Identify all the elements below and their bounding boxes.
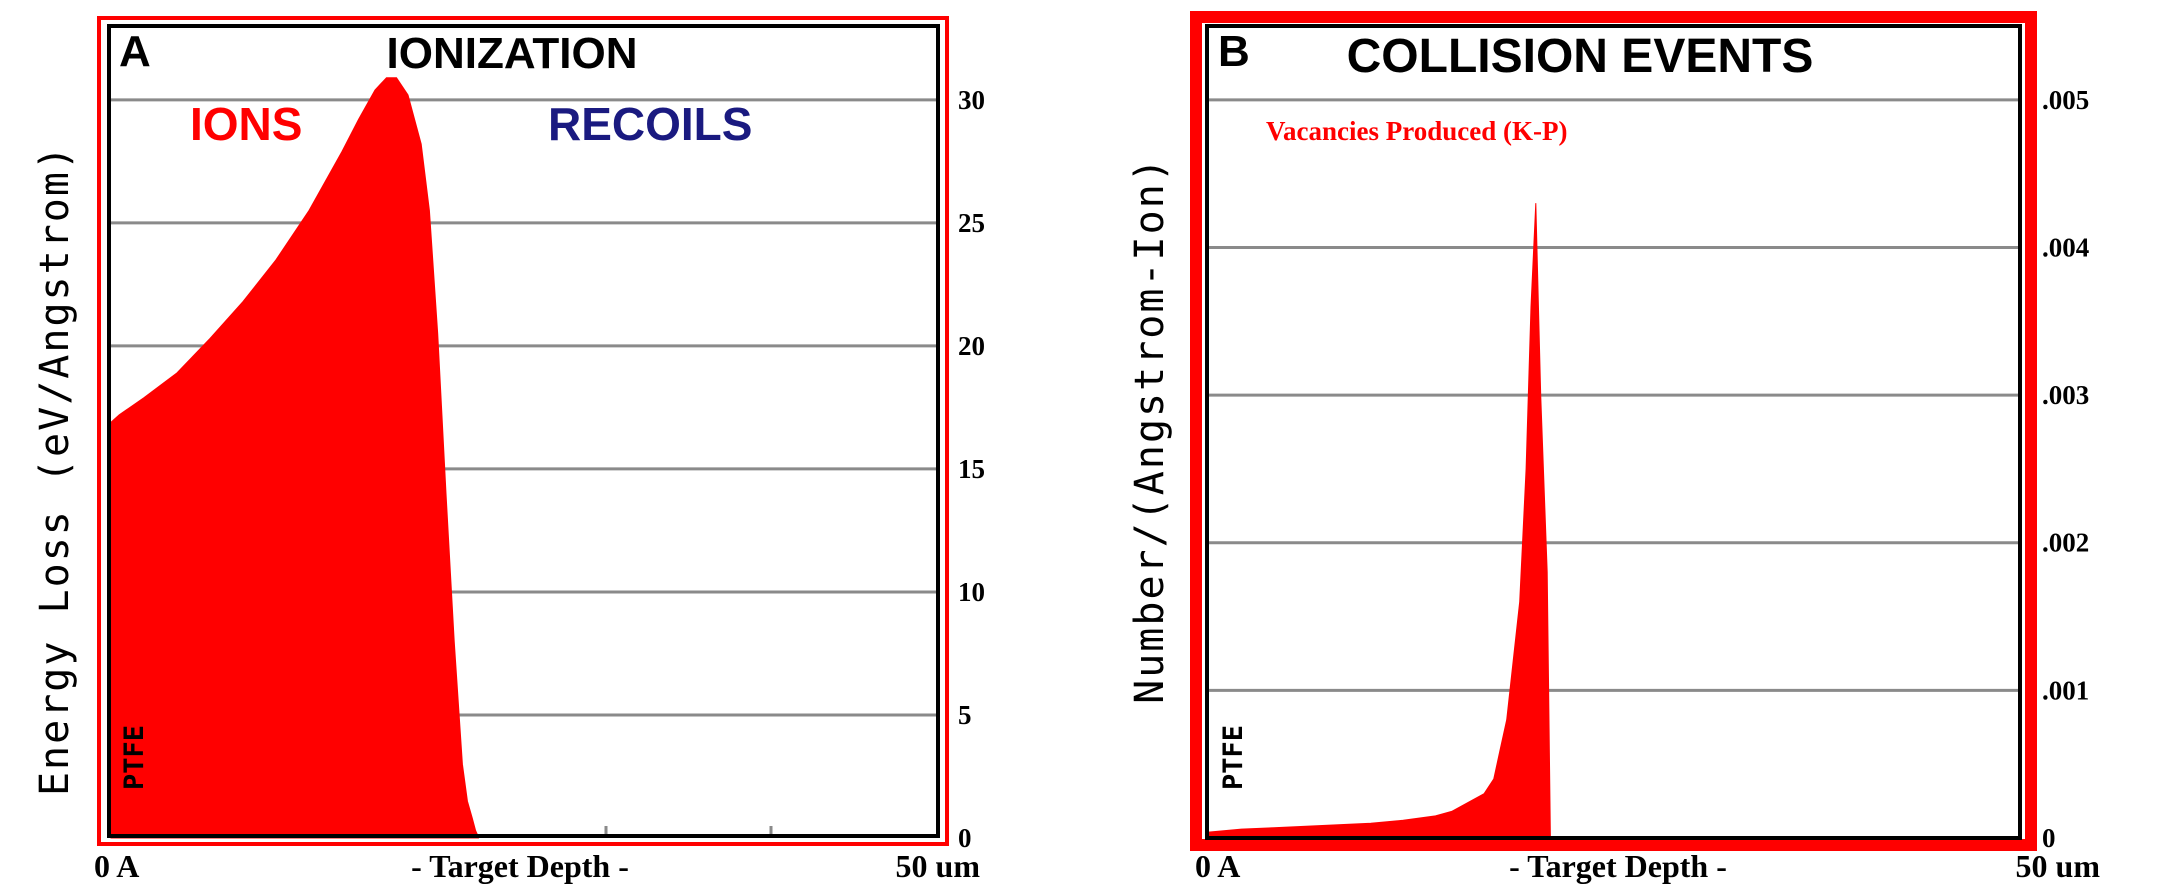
panel-a-ytick-label: 10 <box>958 577 985 607</box>
panel-b-title: COLLISION EVENTS <box>1347 30 1814 83</box>
panel-a-inner-frame <box>107 24 940 838</box>
panel-a: Energy Loss (eV/Angstrom) 30 25 20 15 10 5 0 A… <box>32 16 985 884</box>
panel-a-series-0 <box>110 77 480 839</box>
panel-a-legend-ions: IONS <box>190 98 302 150</box>
panel-b-inner-frame <box>1205 24 2022 840</box>
panel-a-ytick-label: 0 <box>958 823 972 853</box>
panel-a-ytick-label: 15 <box>958 454 985 484</box>
panel-b-ytick-label: .005 <box>2042 85 2089 115</box>
panel-a-ytick-label: 5 <box>958 700 972 730</box>
panel-b-ytick-label: .003 <box>2042 380 2089 410</box>
panel-b-legend-vacancies: Vacancies Produced (K-P) <box>1266 116 1567 146</box>
panel-a-letter: A <box>119 27 151 76</box>
panel-b-xlabel: - Target Depth - <box>1509 848 1727 884</box>
panel-a-legend-recoils: RECOILS <box>548 98 752 150</box>
panel-a-frame <box>97 16 949 846</box>
panel-a-target-label: PTFE <box>119 725 150 790</box>
panel-b-series-0 <box>1208 203 1551 839</box>
panel-b-ytick-label: 0 <box>2042 823 2056 853</box>
panel-b-x-end: 50 um <box>2016 848 2101 884</box>
panel-b-target-label: PTFE <box>1218 725 1249 790</box>
panel-b-x-start: 0 A <box>1195 848 1240 884</box>
panel-a-ytick-label: 20 <box>958 331 985 361</box>
panel-a-x-start: 0 A <box>94 848 139 884</box>
panel-a-xlabel: - Target Depth - <box>411 848 629 884</box>
panel-a-x-end: 50 um <box>896 848 981 884</box>
panel-b-ytick-label: .001 <box>2042 675 2089 705</box>
panel-b-letter: B <box>1218 27 1250 76</box>
panel-b-ytick-label: .002 <box>2042 528 2089 558</box>
panel-a-ytick-label: 30 <box>958 85 985 115</box>
panel-a-ytick-label: 25 <box>958 208 985 238</box>
panel-b: Number/(Angstrom-Ion) .005 .004 .003 .002 .0… <box>1127 11 2101 884</box>
panel-b-ylabel: Number/(Angstrom-Ion) <box>1127 156 1173 704</box>
panel-a-title: IONIZATION <box>387 29 638 78</box>
panel-a-ylabel: Energy Loss (eV/Angstrom) <box>32 144 78 796</box>
panel-b-ytick-label: .004 <box>2042 232 2089 262</box>
panel-b-frame <box>1190 11 2037 851</box>
